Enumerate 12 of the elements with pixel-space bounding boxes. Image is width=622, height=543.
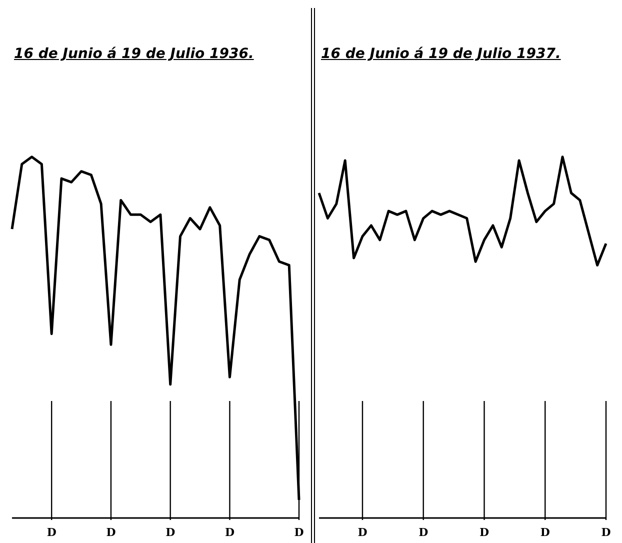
- x-tick-label: D: [358, 526, 368, 539]
- chart-title: 16 de Junio á 19 de Julio 1937.: [320, 45, 562, 64]
- x-tick-label: D: [540, 526, 550, 539]
- x-tick-label: D: [418, 526, 429, 539]
- chart-title: 16 de Junio á 19 de Julio 1936.: [13, 45, 255, 64]
- x-tick-label: D: [46, 526, 57, 539]
- x-tick-label: D: [224, 526, 235, 539]
- x-tick-label: D: [294, 526, 304, 539]
- x-tick-label: D: [166, 526, 176, 539]
- x-tick-label: D: [601, 526, 612, 539]
- x-tick-label: D: [106, 526, 116, 539]
- x-tick-label: D: [479, 526, 490, 539]
